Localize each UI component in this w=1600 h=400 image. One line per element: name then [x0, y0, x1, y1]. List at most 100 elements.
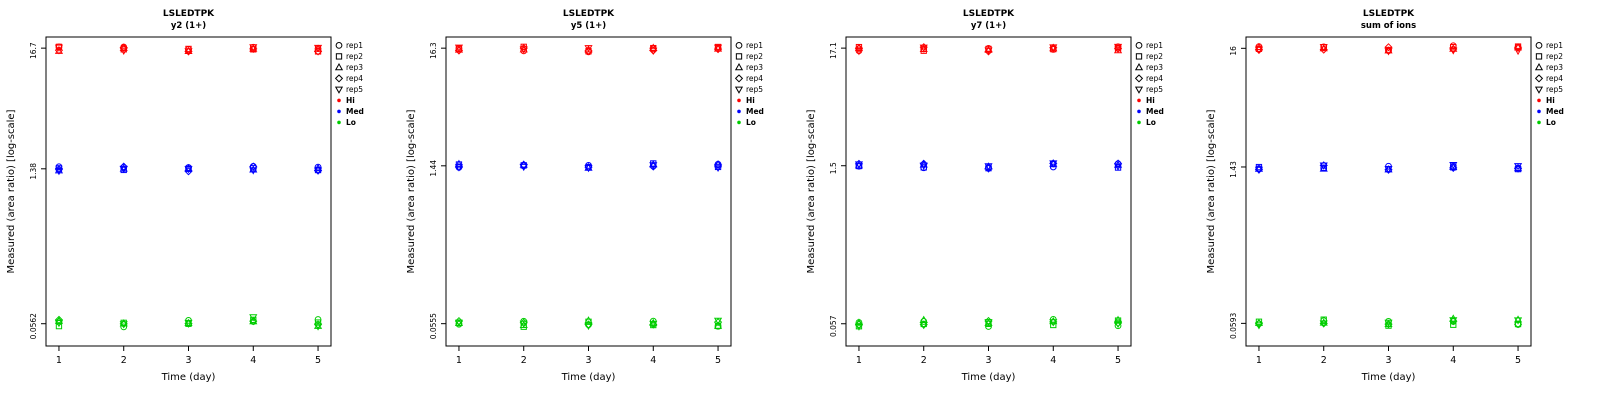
legend-rep-label: rep5 [1146, 85, 1163, 94]
point-triangle-up [734, 62, 744, 71]
cluster-Hi-day5 [1513, 43, 1523, 56]
point-diamond [1384, 43, 1393, 52]
point-triangle-down [1384, 48, 1393, 56]
point-triangle-down [584, 322, 593, 331]
point-triangle-down [713, 44, 723, 52]
point-diamond [119, 162, 128, 171]
x-tick-label: 5 [1515, 355, 1521, 366]
point-triangle-up [334, 62, 344, 71]
legend-dot-Med [1537, 109, 1541, 114]
point-circle [1135, 42, 1143, 49]
point-triangle-down [1113, 163, 1123, 171]
chart-panel-y5: LSLEDTPK y5 (1+) 1 2 3 4 5 Time (day) 16.3 1.44 0.… [400, 0, 800, 400]
x-tick-label: 2 [521, 355, 527, 366]
chart-title: LSLEDTPK [1363, 9, 1415, 19]
legend-rep-label: rep3 [346, 63, 363, 72]
cluster-Med-day4 [249, 162, 258, 175]
point-triangle-down [454, 44, 464, 52]
y-tick-label: 1.44 [429, 160, 438, 177]
legend-level-label: Lo [1146, 118, 1156, 127]
cluster-Lo-day5 [713, 317, 723, 330]
point-triangle-down [54, 319, 64, 328]
x-tick-label: 2 [121, 355, 127, 366]
legend-rep-label: rep1 [746, 41, 763, 50]
legend-dot-Hi [737, 98, 741, 103]
point-triangle-up [249, 317, 258, 325]
x-tick-label: 5 [1115, 355, 1121, 366]
point-square [1450, 321, 1457, 328]
point-triangle-up [1513, 43, 1523, 51]
point-diamond [334, 74, 344, 83]
y-axis-label: Measured (area ratio) [log-scale] [806, 109, 817, 273]
point-triangle-down [734, 86, 744, 94]
point-triangle-down [249, 314, 258, 322]
cluster-Hi-day2 [519, 43, 528, 55]
cluster-Lo-day1 [854, 318, 864, 331]
point-triangle-down [519, 46, 528, 54]
x-tick-label: 4 [1050, 355, 1056, 366]
cluster-Med-day5 [313, 163, 323, 175]
legend-rep-label: rep4 [346, 74, 363, 83]
cluster-Med-day1 [854, 159, 864, 170]
x-tick-label: 4 [1450, 355, 1456, 366]
x-tick-label: 4 [650, 355, 656, 366]
cluster-Lo-day1 [1254, 318, 1264, 330]
point-diamond [1513, 164, 1523, 173]
legend-dot-Lo [1537, 120, 1541, 125]
point-diamond [713, 160, 723, 170]
y-axis: 17.1 1.5 0.057 [829, 42, 846, 337]
point-triangle-down [649, 320, 658, 329]
cluster-Lo-day4 [1449, 314, 1458, 328]
chart-subtitle: y5 (1+) [571, 21, 606, 31]
x-tick-label: 3 [585, 355, 591, 366]
legend-rep-label: rep3 [746, 63, 763, 72]
x-axis: 1 2 3 4 5 [56, 346, 321, 366]
point-triangle-down [54, 167, 64, 176]
point-triangle-down [919, 322, 928, 330]
point-triangle-up [1513, 315, 1523, 323]
y-axis-label: Measured (area ratio) [log-scale] [6, 109, 17, 273]
legend-level-label: Med [346, 107, 364, 116]
point-triangle-down [854, 48, 864, 56]
point-triangle-up [454, 159, 464, 167]
point-square [1535, 53, 1543, 60]
cluster-Hi-day4 [649, 43, 658, 55]
cluster-Hi-day2 [919, 43, 928, 54]
point-triangle-down [184, 166, 193, 174]
point-triangle-down [1049, 319, 1058, 327]
point-triangle-down [54, 44, 64, 52]
legend: rep1 rep2 rep3 rep4 rep5 Hi Med Lo [1534, 41, 1564, 127]
point-triangle-down [713, 164, 723, 172]
point-triangle-down [919, 162, 928, 170]
chart-svg: LSLEDTPK y7 (1+) 1 2 3 4 5 Time (day) 17.1 1.5 0.0… [806, 9, 1164, 383]
cluster-Lo-day1 [54, 315, 64, 330]
x-tick-label: 2 [1321, 355, 1327, 366]
cluster-Med-day4 [649, 160, 658, 171]
y-tick-label: 0.0593 [1229, 313, 1238, 339]
legend-dot-Med [1137, 109, 1141, 114]
y-tick-label: 16.3 [429, 42, 438, 59]
cluster-Hi-day1 [454, 44, 464, 55]
legend-level-label: Lo [1546, 118, 1556, 127]
legend: rep1 rep2 rep3 rep4 rep5 Hi Med Lo [734, 41, 764, 127]
point-triangle-down [1049, 160, 1058, 168]
cluster-Med-day2 [1319, 161, 1328, 172]
point-circle [735, 42, 743, 49]
x-tick-label: 3 [185, 355, 191, 366]
point-diamond [984, 164, 993, 173]
point-triangle-down [519, 163, 528, 172]
cluster-Hi-day3 [184, 45, 193, 56]
point-diamond [249, 44, 258, 53]
point-triangle-down [1254, 46, 1264, 55]
x-axis-label: Time (day) [561, 372, 616, 383]
data-points [54, 43, 323, 331]
point-triangle-up [649, 43, 658, 51]
legend-level-label: Med [1146, 107, 1164, 116]
point-triangle-down [584, 165, 593, 173]
cluster-Hi-day2 [1319, 43, 1328, 54]
cluster-Hi-day5 [713, 43, 723, 54]
chart-panel-sum-of-ions: LSLEDTPK sum of ions 1 2 3 4 5 Time (day) 16 1.43… [1200, 0, 1600, 400]
point-diamond [1513, 320, 1523, 329]
cluster-Med-day2 [519, 160, 528, 172]
x-tick-label: 1 [56, 355, 62, 366]
